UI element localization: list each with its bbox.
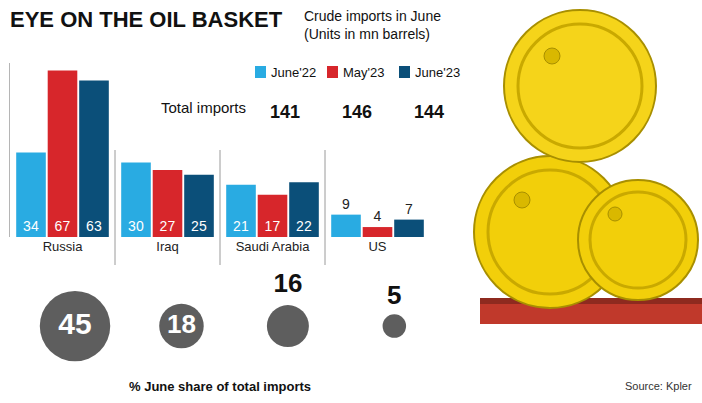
svg-text:7: 7 — [405, 201, 413, 217]
svg-text:Russia: Russia — [43, 239, 84, 254]
svg-text:9: 9 — [342, 196, 350, 212]
svg-text:Saudi Arabia: Saudi Arabia — [236, 239, 310, 254]
svg-text:144: 144 — [414, 102, 444, 122]
svg-text:June'23: June'23 — [415, 65, 460, 80]
svg-text:Total imports: Total imports — [161, 99, 246, 116]
svg-text:63: 63 — [86, 218, 102, 234]
svg-text:18: 18 — [167, 309, 196, 339]
svg-text:5: 5 — [387, 280, 401, 310]
svg-text:June'22: June'22 — [271, 65, 316, 80]
svg-text:146: 146 — [342, 102, 372, 122]
svg-text:US: US — [368, 239, 386, 254]
svg-text:27: 27 — [160, 218, 176, 234]
svg-text:45: 45 — [58, 307, 91, 340]
svg-text:25: 25 — [191, 218, 207, 234]
svg-text:22: 22 — [296, 218, 312, 234]
svg-text:Source: Kpler: Source: Kpler — [625, 380, 692, 392]
svg-text:Iraq: Iraq — [156, 239, 178, 254]
svg-text:17: 17 — [265, 218, 281, 234]
svg-text:34: 34 — [23, 218, 39, 234]
svg-text:% June share of total imports: % June share of total imports — [129, 379, 311, 394]
svg-text:30: 30 — [128, 218, 144, 234]
svg-text:21: 21 — [233, 218, 249, 234]
svg-text:16: 16 — [273, 268, 302, 298]
svg-text:4: 4 — [374, 208, 382, 224]
svg-text:67: 67 — [55, 218, 71, 234]
svg-text:Crude imports in June(Units in: Crude imports in June(Units in mn barrel… — [304, 8, 441, 42]
svg-text:May'23: May'23 — [343, 65, 385, 80]
svg-text:EYE ON THE OIL BASKET: EYE ON THE OIL BASKET — [10, 7, 283, 32]
svg-text:141: 141 — [270, 102, 300, 122]
